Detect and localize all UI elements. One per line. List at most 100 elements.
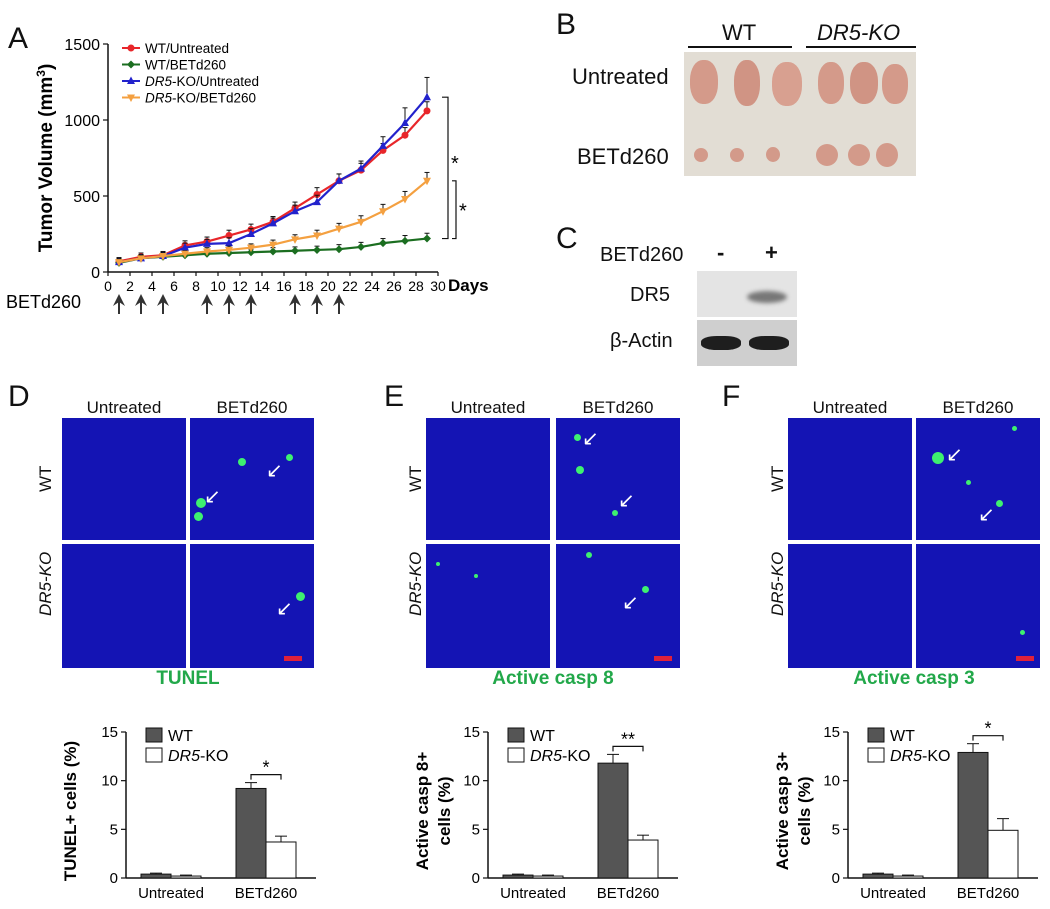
significance-bracket <box>250 774 282 780</box>
legend-label: WT <box>530 728 555 745</box>
green-cell <box>612 510 618 516</box>
tumor <box>690 60 718 104</box>
significance-label: * <box>984 719 991 739</box>
x-tick-label: BETd260 <box>957 885 1020 902</box>
x-tick-label: BETd260 <box>235 885 298 902</box>
band <box>701 336 741 350</box>
panel-label-a: A <box>8 22 29 55</box>
data-point <box>127 76 135 84</box>
row-wt: WT <box>768 465 787 492</box>
data-point <box>335 176 343 184</box>
y-axis-label: cells (%) <box>435 777 454 846</box>
group-dr5-label: DR5-KO <box>817 20 901 45</box>
data-point <box>247 229 255 237</box>
treatment-label: BETd260 <box>6 292 81 312</box>
data-point <box>225 246 233 255</box>
arrow-icon <box>245 294 257 314</box>
green-cell <box>966 480 971 485</box>
data-point <box>225 232 233 240</box>
legend-swatch <box>507 747 525 763</box>
y-tick-label: 0 <box>91 265 100 282</box>
data-point <box>379 141 387 149</box>
x-tick-label: 24 <box>364 278 380 294</box>
y-tick-label: 1000 <box>64 113 100 130</box>
series-line <box>118 96 428 264</box>
y-axis-label: cells (%) <box>795 777 814 846</box>
legend-label: DR5-KO/Untreated <box>145 74 259 89</box>
data-point <box>401 131 409 139</box>
tumor <box>848 144 870 166</box>
bar <box>265 841 297 879</box>
y-axis-label: Active casp 8+ <box>413 752 432 871</box>
legend-label: DR5-KO/BETd260 <box>145 91 256 106</box>
arrow-icon: ↙ <box>266 460 283 482</box>
data-point <box>313 245 321 254</box>
bar <box>235 787 267 879</box>
x-tick-label: 16 <box>276 278 292 294</box>
y-tick-label: 5 <box>832 821 840 838</box>
data-point <box>137 255 145 263</box>
bar <box>627 839 659 879</box>
x-tick-label: 6 <box>170 278 178 294</box>
data-point <box>401 118 409 127</box>
panel-label-e: E <box>384 380 405 413</box>
row-untreated-label: Untreated <box>572 64 669 89</box>
tumor-photo <box>684 52 916 176</box>
green-cell <box>436 562 440 566</box>
x-tick-label: BETd260 <box>597 885 660 902</box>
x-tick-label: 0 <box>104 278 112 294</box>
green-cell <box>642 586 649 593</box>
data-point <box>247 244 255 253</box>
row-dr5-ko: DR5-KO <box>406 551 425 616</box>
legend-swatch <box>145 727 163 743</box>
significance-bracket <box>972 735 1004 741</box>
bar <box>987 829 1019 879</box>
data-point <box>313 232 321 241</box>
green-cell <box>932 452 944 464</box>
data-point <box>291 206 299 215</box>
x-tick-label: 8 <box>192 278 200 294</box>
x-tick-label: Untreated <box>860 885 926 902</box>
y-axis-label: Tumor Volume (mm3) <box>34 64 57 253</box>
data-point <box>335 245 343 254</box>
y-tick-label: 15 <box>101 724 118 741</box>
legend-swatch <box>867 727 885 743</box>
row-dr5-ko: DR5-KO <box>36 551 55 616</box>
y-tick-label: 0 <box>472 870 480 887</box>
row-wt: WT <box>406 465 425 492</box>
legend-label: WT <box>168 728 193 745</box>
bar <box>597 762 629 879</box>
x-tick-label: 10 <box>210 278 226 294</box>
data-point <box>269 241 277 250</box>
lane-plus: + <box>765 240 778 265</box>
arrow-icon: ↙ <box>618 490 635 512</box>
green-cell <box>574 434 581 441</box>
y-tick-label: 15 <box>823 724 840 741</box>
data-point <box>291 236 299 244</box>
tumor <box>882 64 908 104</box>
x-tick-label: 26 <box>386 278 402 294</box>
arrow-icon <box>157 294 169 314</box>
arrow-icon <box>201 294 213 314</box>
legend-label: WT/Untreated <box>145 41 229 56</box>
lane-minus: - <box>717 240 725 265</box>
green-cell <box>474 574 478 578</box>
micro-f-wt-betd260: ↙ ↙ <box>916 418 1040 540</box>
y-tick-label: 1500 <box>64 37 100 54</box>
scale-bar <box>654 656 672 661</box>
data-point <box>225 238 233 247</box>
y-tick-label: 10 <box>463 773 480 790</box>
tunel-bar-chart: 0 5 10 15 TUNEL+ cells (%) Untreated BETd260 * W… <box>61 724 316 902</box>
blot-dr5 <box>697 271 797 317</box>
panel-label-b: B <box>556 8 577 41</box>
x-tick-label: Untreated <box>138 885 204 902</box>
green-cell <box>1012 426 1017 431</box>
data-point <box>203 239 211 247</box>
stain-e: Active casp 8 <box>492 668 614 689</box>
significance-bracket <box>442 96 449 240</box>
data-point <box>357 164 365 172</box>
band <box>749 336 789 350</box>
data-point <box>313 190 321 198</box>
panel-label-c: C <box>556 222 578 255</box>
casp8-bar-chart: 0 5 10 15 Active casp 8+ cells (%) Untreated BE… <box>413 724 678 902</box>
